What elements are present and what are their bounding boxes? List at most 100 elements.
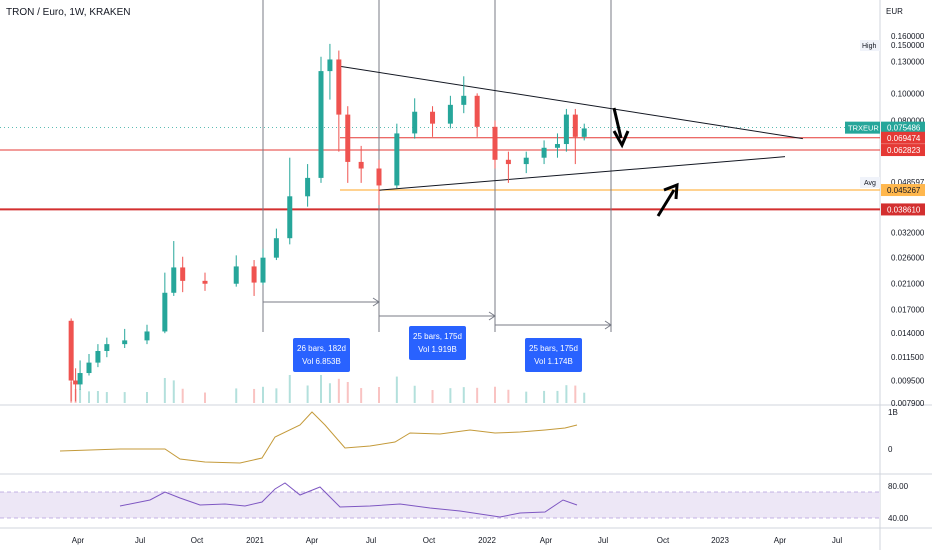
time-tick-label: Apr [774,536,787,545]
volume-bar [431,390,434,403]
measure-box [409,326,466,360]
volume-bar [565,385,568,403]
candle-body [73,380,79,385]
candle-body [144,331,150,341]
price-tick-label: 0.130000 [891,57,925,66]
price-tick-label: 0.032000 [891,228,925,237]
down-arrow-icon [612,107,623,139]
price-tick-label: 0.014000 [891,329,925,338]
candle-body [162,292,168,332]
candle-body [554,144,560,148]
measure-layer: 26 bars, 182d Vol 6.853B 25 bars, 175d Vol … [263,297,612,372]
volume-bar [88,391,90,403]
volume-bar [525,391,528,403]
candle-body [505,159,511,165]
time-tick-label: Apr [540,536,553,545]
measure-volume-label: Vol 1.919B [418,345,457,354]
obv-axis-zero: 0 [888,445,893,454]
last-price-tag-bg [881,121,925,134]
volume-bar [583,392,586,403]
obv-pane [59,411,578,464]
symbol-tag-bg [845,121,880,134]
vertical-marker-layer [262,0,612,332]
price-tick-label: 0.026000 [891,254,925,263]
level-tag-label: 0.062823 [887,146,921,155]
candle-body [273,238,279,258]
volume-bar [146,392,148,403]
candle-body [233,266,239,284]
high-tag-bg [860,40,880,51]
obv-axis-top: 1B [888,408,898,417]
level-tag-label: 0.069474 [887,134,921,143]
price-tick-label: 0.021000 [891,280,925,289]
high-tag-label: High [862,43,877,50]
time-axis[interactable]: Apr Jul Oct 2021 Apr Jul Oct 2022 Apr Jul Oct 2023 A… [72,536,843,545]
symbol-title: TRON / Euro, 1W, KRAKEN [6,7,130,18]
measure-volume-label: Vol 6.853B [302,357,341,366]
candle-body [447,104,453,124]
price-axis[interactable]: EUR 0.160000 0.130000 0.100000 0.080000 0.032… [845,7,925,523]
candle-body [287,196,293,239]
volume-bar [123,392,126,403]
volume-bar [395,376,398,403]
candle-body [563,114,569,145]
price-tick-label: 0.100000 [891,89,925,98]
candle-body [95,350,101,363]
time-tick-label: 2023 [711,536,729,545]
high-value-label: 0.150000 [891,41,925,50]
price-tick-label: 0.160000 [891,32,925,41]
candle-body [412,111,418,134]
level-tag-bg [881,184,925,197]
volume-layer [70,375,586,403]
candle-body [336,59,342,115]
volume-bar [507,389,510,403]
volume-bar [476,387,479,403]
measure-arrowhead [604,320,612,330]
time-tick-label: Oct [191,536,204,545]
symbol-tag-label: TRXEUR [848,124,879,133]
volume-bar [337,378,340,403]
annotation-arrow-layer [612,107,679,217]
volume-bar [378,387,380,403]
axis-currency-label: EUR [886,7,903,16]
trendline [378,156,786,191]
candle-layer [68,43,587,402]
volume-bar [163,377,166,403]
candle-body [171,267,177,293]
volume-bar [235,388,238,403]
candle-body [430,111,436,124]
measure-box [293,338,350,372]
measure-arrowhead [372,297,380,307]
volume-bar [413,385,416,403]
candle-body [260,257,266,283]
volume-bar [204,392,206,403]
candle-body [394,133,400,186]
volume-bar [574,385,577,403]
last-price-label: 0.075486 [887,124,921,133]
time-tick-label: Jul [832,536,842,545]
measure-volume-label: Vol 1.174B [534,357,573,366]
candle-body [77,373,83,385]
candle-body [541,147,547,158]
candle-body [523,157,529,165]
candle-body [251,266,257,283]
time-tick-label: Jul [135,536,145,545]
volume-bar [275,388,278,403]
candle-body [305,177,311,197]
rsi-axis-upper: 80.00 [888,482,909,491]
up-arrowhead-icon [663,182,679,200]
avg-value-label: 0.048597 [891,178,925,187]
measure-box [525,338,582,372]
volume-bar [556,390,559,403]
level-tag-label: 0.038610 [887,205,921,214]
volume-bar [320,375,322,403]
volume-bar [181,388,184,403]
candle-body [492,126,498,160]
candle-body [358,161,364,169]
rsi-line [119,482,578,518]
time-tick-label: Jul [598,536,608,545]
price-tick-label: 0.017000 [891,306,925,315]
volume-bar [79,389,82,403]
volume-bar [172,380,175,403]
